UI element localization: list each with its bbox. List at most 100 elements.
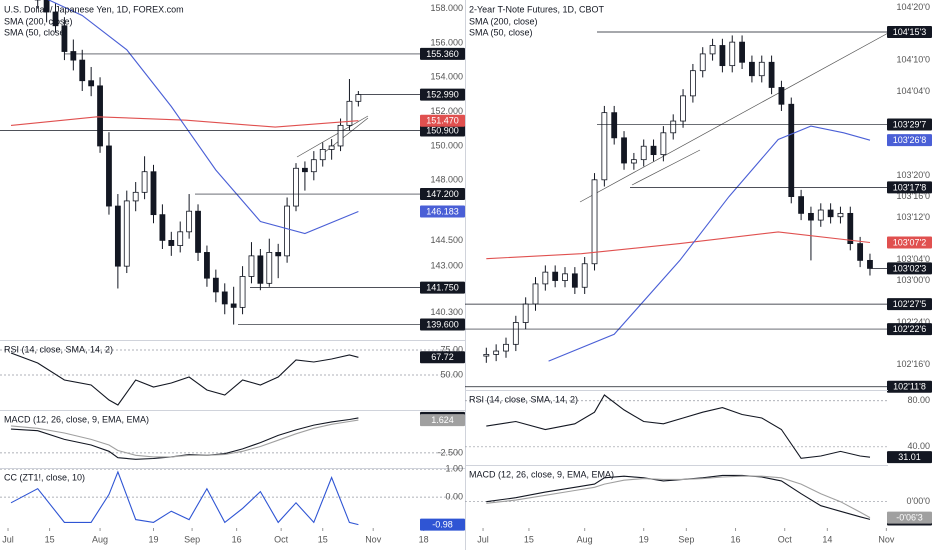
- candle-body: [601, 112, 608, 181]
- series-line: [10, 352, 359, 406]
- y-tick-label: 154.000: [430, 72, 463, 82]
- candle-body: [670, 120, 677, 134]
- pane: [465, 394, 888, 459]
- price-label: -0.98: [432, 520, 453, 530]
- candle-body: [837, 212, 844, 218]
- pane: [0, 468, 460, 526]
- candle-body: [542, 271, 549, 285]
- candle-body: [709, 45, 716, 55]
- candle-body: [532, 283, 539, 305]
- candle-body: [61, 25, 68, 52]
- pane-title: CC (ZT1!, close, 10): [4, 472, 85, 482]
- price-label: 1.624: [431, 415, 454, 425]
- trend-line: [296, 115, 369, 158]
- candle-body: [150, 171, 157, 216]
- y-tick-label: 103'12'0: [897, 212, 930, 222]
- candle-body: [52, 11, 59, 27]
- price-label: 103'26'8: [893, 135, 926, 145]
- y-tick-label: 103'20'0: [897, 170, 930, 180]
- candle-body: [186, 210, 193, 233]
- price-label-box: [420, 47, 465, 60]
- price-label: 155.360: [426, 49, 459, 59]
- series-line: [486, 475, 871, 519]
- series-line: [47, 0, 359, 235]
- candle-body: [798, 196, 805, 214]
- candle-body: [689, 70, 696, 97]
- price-label-box: [420, 124, 465, 137]
- pane: [483, 35, 873, 363]
- price-label-box: [887, 181, 932, 194]
- series-line: [486, 474, 871, 520]
- candle-body: [630, 159, 637, 164]
- candle-body: [483, 354, 490, 357]
- candle-body: [699, 53, 706, 72]
- trend-line: [631, 149, 701, 186]
- x-tick-label: 18: [419, 534, 429, 544]
- legend-entry: SMA (50, close): [469, 27, 533, 37]
- y-tick-label: 1.00: [445, 463, 463, 473]
- trend-line: [579, 31, 891, 203]
- candle-body: [328, 145, 335, 150]
- x-tick-label: Nov: [878, 534, 895, 544]
- candle-body: [768, 61, 775, 88]
- price-label: 104'15'3: [893, 27, 926, 37]
- series-line: [10, 419, 359, 458]
- price-label-box: [887, 451, 932, 464]
- x-tick-label: Aug: [577, 534, 593, 544]
- candle-body: [562, 273, 568, 281]
- pane-title: RSI (14, close, SMA, 14, 2): [469, 394, 578, 404]
- x-tick-label: Aug: [92, 534, 108, 544]
- x-tick-label: Jul: [477, 534, 489, 544]
- price-label-box: [420, 414, 465, 427]
- candle-body: [503, 343, 509, 352]
- candle-body: [788, 103, 795, 197]
- candle-body: [808, 212, 814, 221]
- candle-body: [867, 259, 873, 269]
- candle-body: [43, 0, 50, 13]
- candle-body: [552, 271, 559, 281]
- candle-body: [123, 200, 130, 267]
- y-tick-label: 80.00: [907, 395, 930, 405]
- price-label: 103'17'8: [893, 182, 926, 192]
- candle-body: [355, 94, 362, 102]
- price-label-box: [420, 205, 465, 218]
- candle-body: [640, 145, 647, 161]
- price-label: 31.01: [898, 452, 921, 462]
- candle-body: [70, 51, 77, 61]
- x-tick-label: Sep: [184, 534, 200, 544]
- y-tick-label: 150.000: [430, 140, 463, 150]
- candle-body: [621, 137, 627, 164]
- price-label: 150.900: [426, 125, 459, 135]
- y-tick-label: 143.000: [430, 261, 463, 271]
- candle-body: [221, 291, 228, 305]
- pane-title: 2-Year T-Note Futures, 1D, CBOT: [469, 4, 605, 14]
- price-label: 151.470: [426, 116, 459, 126]
- candle-body: [660, 132, 667, 156]
- price-label-box: [420, 281, 465, 294]
- candle-body: [141, 171, 148, 193]
- y-tick-label: 140.300: [430, 307, 463, 317]
- price-label: 103'07'2: [893, 237, 926, 247]
- series-line: [10, 116, 359, 128]
- y-tick-label: 102'16'0: [897, 359, 930, 369]
- x-tick-label: Sep: [678, 534, 694, 544]
- pane-title: RSI (14, close, SMA, 14, 2): [4, 344, 113, 354]
- price-label-box: [887, 380, 932, 393]
- candle-body: [248, 255, 255, 277]
- price-label: 141.750: [426, 283, 459, 293]
- price-label: 103'02'3: [893, 263, 926, 273]
- y-tick-label: 158.000: [430, 3, 463, 13]
- candle-body: [230, 303, 237, 308]
- x-tick-label: 15: [524, 534, 534, 544]
- candle-body: [346, 100, 353, 126]
- pane-title: MACD (12, 26, close, 9, EMA, EMA): [469, 469, 614, 479]
- candle-body: [106, 145, 112, 207]
- x-tick-label: 15: [45, 534, 55, 544]
- candle-body: [749, 61, 755, 77]
- candle-body: [522, 303, 529, 323]
- price-label-box: [887, 323, 932, 336]
- x-tick-label: 19: [639, 534, 649, 544]
- candle-body: [778, 87, 785, 105]
